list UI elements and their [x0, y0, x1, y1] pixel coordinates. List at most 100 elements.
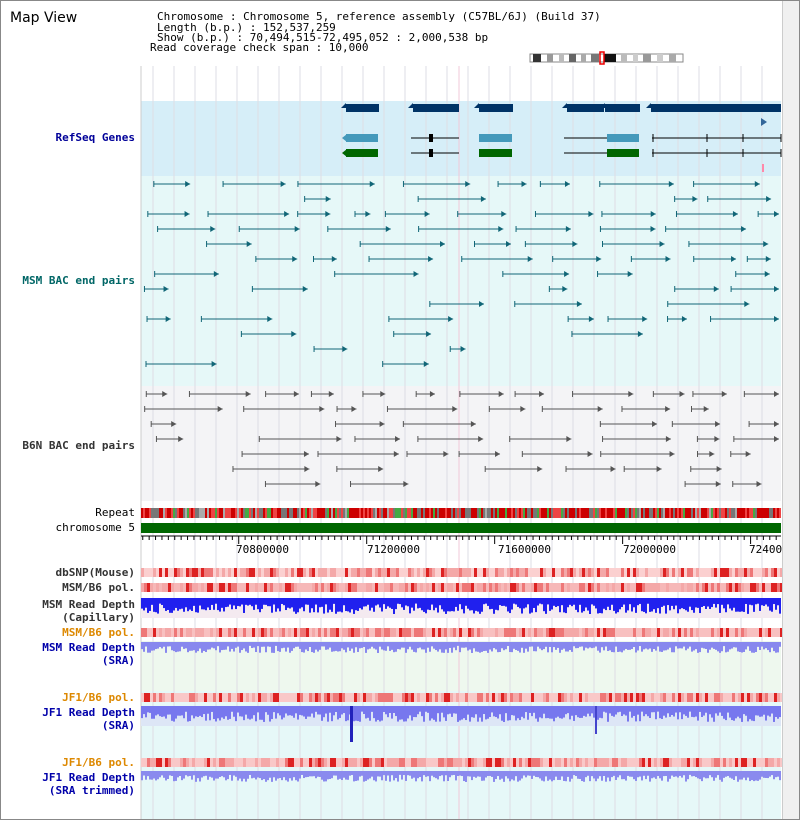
dbsnp-cell [345, 568, 348, 577]
refseq-genes-label[interactable]: RefSeq Genes [55, 131, 135, 144]
jf1-trimmed-depth-bar [413, 771, 415, 778]
jf1-trimmed-depth-bar [189, 771, 191, 776]
jf1-b6-pol-2-cell [183, 758, 186, 767]
jf1-sra-depth-bar [407, 706, 409, 719]
jf1-b6-pol-2-cell [651, 758, 654, 767]
repeat-segment [335, 508, 337, 518]
msm-sra-depth-bar [631, 642, 633, 650]
msm-b6-pol-2-cell [423, 628, 426, 637]
repeat-segment [193, 508, 195, 518]
msm-capillary-depth-bar [619, 598, 621, 610]
msm-sra-depth-bar [611, 642, 613, 653]
jf1-sra-depth-bar [537, 706, 539, 722]
msm-capillary-depth-bar [483, 598, 485, 605]
repeat-segment [207, 508, 209, 518]
jf1-trimmed-depth-bar [169, 771, 171, 776]
dbsnp-cell [240, 568, 243, 577]
msm-b6-pol-cell [495, 583, 498, 592]
jf1-b6-pol-cell [660, 693, 663, 702]
msm-b6-pol-2-cell [747, 628, 750, 637]
msm-b6-pol-cell [486, 583, 489, 592]
jf1-sra-depth-bar [499, 706, 501, 715]
b6n-bac-pair-arrow [403, 481, 409, 487]
msm-b6-pol-cell [546, 583, 549, 592]
msm-b6-pol-2-cell [285, 628, 288, 637]
dbsnp-cell [444, 568, 447, 577]
jf1-trimmed-depth-bar [737, 771, 739, 782]
jf1-b6-pol-2-cell [495, 758, 498, 767]
msm-sra-depth-bar [607, 642, 609, 652]
jf1-b6-pol-2-cell [153, 758, 156, 767]
jf1-b6-pol-2-cell [582, 758, 585, 767]
msm-capillary-depth-bar [339, 598, 341, 612]
jf1-b6-pol-cell [270, 693, 273, 702]
jf1-sra-depth-bar [523, 706, 525, 719]
jf1-trimmed-depth-bar [481, 771, 483, 781]
msm-sra-depth-bar [603, 642, 605, 651]
dbsnp-cell [360, 568, 363, 577]
jf1-b6-pol-label-2[interactable]: JF1/B6 pol. [62, 756, 135, 769]
jf1-sra-depth-bar [257, 706, 259, 713]
msm-sra-depth-bar [485, 642, 487, 651]
repeat-segment [753, 508, 755, 518]
msm-bac-end-pairs-label[interactable]: MSM BAC end pairs [22, 274, 135, 287]
jf1-b6-pol-cell [483, 693, 486, 702]
jf1-trimmed-depth-bar [363, 771, 365, 782]
msm-sra-depth-bar [677, 642, 679, 649]
repeat-segment [395, 508, 397, 518]
vertical-scrollbar[interactable] [782, 1, 799, 819]
jf1-b6-pol-cell [258, 693, 261, 702]
msm-bac-pair-arrow [428, 256, 434, 262]
dbsnp-cell [531, 568, 534, 577]
jf1-trimmed-depth-bar [453, 771, 455, 775]
jf1-read-depth-trimmed-line1: JF1 Read Depth [42, 771, 135, 784]
repeat-segment [451, 508, 453, 518]
msm-capillary-depth-bar [247, 598, 249, 606]
repeat-segment [311, 508, 313, 518]
jf1-read-depth-sra-label[interactable]: JF1 Read Depth (SRA) [42, 707, 135, 732]
jf1-sra-depth-bar [655, 706, 657, 720]
jf1-read-depth-trimmed-label[interactable]: JF1 Read Depth (SRA trimmed) [42, 772, 135, 797]
msm-capillary-depth-bar [251, 598, 253, 607]
jf1-b6-pol-2-cell [486, 758, 489, 767]
msm-b6-pol-label-2[interactable]: MSM/B6 pol. [62, 626, 135, 639]
msm-read-depth-sra-label[interactable]: MSM Read Depth (SRA) [42, 642, 135, 667]
jf1-sra-depth-bar [637, 706, 639, 715]
dbsnp-cell [162, 568, 165, 577]
msm-b6-pol-2-cell [168, 628, 171, 637]
msm-read-depth-capillary-label[interactable]: MSM Read Depth (Capillary) [42, 599, 135, 624]
msm-capillary-depth-bar [655, 598, 657, 613]
jf1-trimmed-depth-bar [243, 771, 245, 779]
repeat-segment [217, 508, 219, 518]
dbsnp-cell [309, 568, 312, 577]
msm-capillary-depth-bar [649, 598, 651, 612]
dbsnp-cell [687, 568, 690, 577]
dbsnp-cell [414, 568, 417, 577]
jf1-sra-depth-bar [493, 706, 495, 717]
msm-b6-pol-label[interactable]: MSM/B6 pol. [62, 581, 135, 594]
b6n-bac-pair-arrow [715, 481, 721, 487]
msm-bac-pair-arrow [659, 241, 665, 247]
b6n-bac-end-pairs-label[interactable]: B6N BAC end pairs [22, 439, 135, 452]
dbsnp-cell [381, 568, 384, 577]
msm-b6-pol-cell [645, 583, 648, 592]
jf1-trimmed-depth-bar [711, 771, 713, 778]
chromosome-ideogram[interactable] [529, 51, 687, 65]
msm-b6-pol-cell [324, 583, 327, 592]
jf1-sra-depth-bar [647, 706, 649, 717]
repeat-segment [385, 508, 387, 518]
jf1-trimmed-depth-bar [273, 771, 275, 778]
msm-b6-pol-cell [453, 583, 456, 592]
dbsnp-cell [546, 568, 549, 577]
dbsnp-cell [333, 568, 336, 577]
jf1-b6-pol-label[interactable]: JF1/B6 pol. [62, 691, 135, 704]
jf1-b6-pol-cell [279, 693, 282, 702]
msm-b6-pol-2-cell [261, 628, 264, 637]
dbsnp-label[interactable]: dbSNP(Mouse) [55, 566, 135, 579]
jf1-sra-depth-bar [775, 706, 777, 717]
jf1-sra-depth-bar [529, 706, 531, 713]
jf1-trimmed-depth-bar [751, 771, 753, 781]
jf1-sra-depth-bar [411, 706, 413, 721]
jf1-b6-pol-cell [621, 693, 624, 702]
